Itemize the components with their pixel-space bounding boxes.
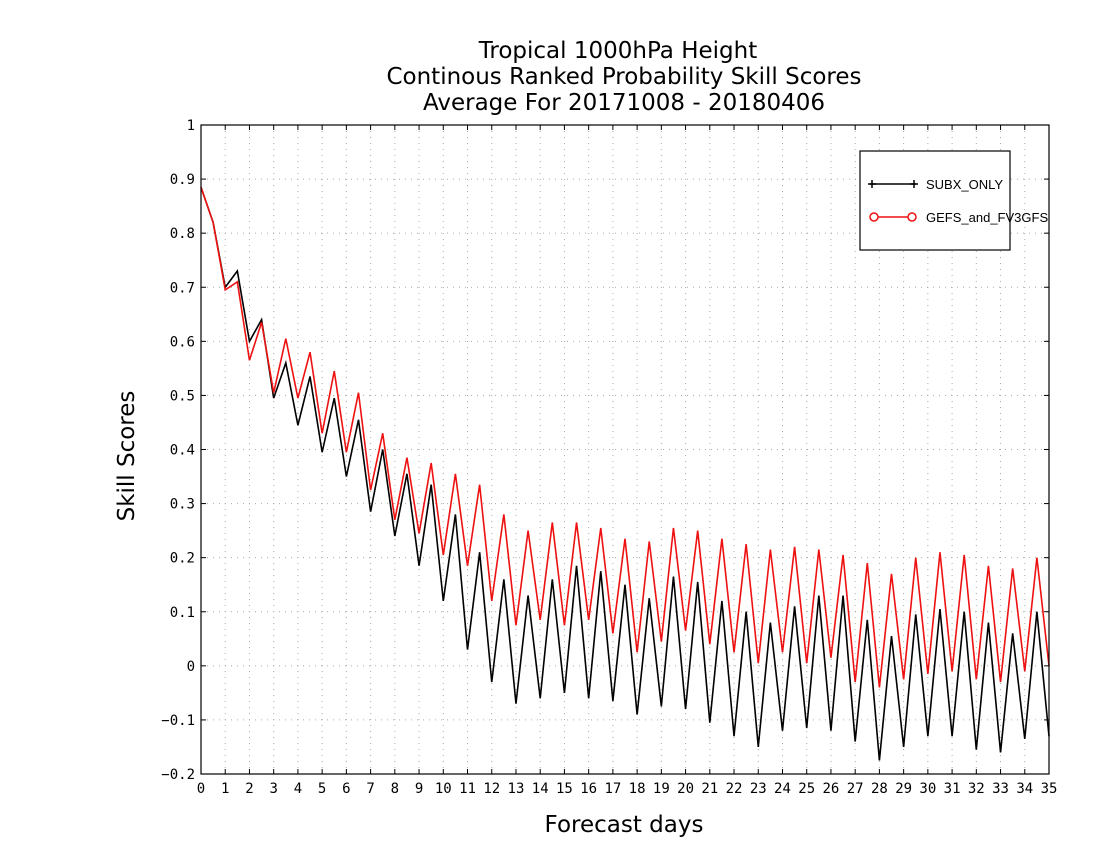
y-tick-label: 1: [187, 118, 195, 134]
y-tick-label: 0: [187, 659, 195, 675]
grid: [201, 125, 1049, 774]
legend-marker-subx: [868, 180, 918, 188]
x-tick-label: 29: [895, 781, 912, 797]
x-tick-label: 34: [1016, 781, 1033, 797]
series-layer: [200, 186, 1050, 761]
y-axis: −0.2 −0.1 0 0.1 0.2 0.3 0.4 0.5 0.6 0.7 0.8 0.9 1: [161, 118, 1049, 783]
x-tick-label: 18: [629, 781, 646, 797]
x-tick-label: 25: [798, 781, 815, 797]
x-tick-label: 33: [992, 781, 1009, 797]
x-tick-label: 27: [847, 781, 864, 797]
y-tick-label: 0.5: [170, 388, 195, 404]
title-line-1: Tropical 1000hPa Height: [478, 38, 758, 64]
x-tick-label: 20: [677, 781, 694, 797]
y-tick-label: 0.1: [170, 605, 195, 621]
x-axis: 0 1 2 3 4 5 6 7 8 9 10 11 12 13 14 15 16 17 18 19 20 21 22 23 24…: [197, 125, 1058, 797]
y-tick-label: 0.8: [170, 226, 195, 242]
x-tick-label: 32: [968, 781, 985, 797]
x-tick-label: 1: [221, 781, 229, 797]
y-tick-label: −0.2: [161, 767, 195, 783]
series-line-subx: [200, 186, 1050, 761]
x-tick-label: 10: [435, 781, 452, 797]
y-tick-label: 0.2: [170, 551, 195, 567]
x-tick-label: 5: [318, 781, 326, 797]
legend-marker-gefs-end: [907, 212, 917, 222]
title-line-2: Continous Ranked Probability Skill Score…: [386, 64, 861, 90]
x-tick-label: 6: [342, 781, 350, 797]
y-tick-label: 0.9: [170, 172, 195, 188]
chart-title: Tropical 1000hPa Height Continous Ranked…: [386, 38, 861, 116]
y-tick-label: 0.7: [170, 280, 195, 296]
x-tick-label: 14: [532, 781, 549, 797]
legend-marker-gefs: [869, 212, 879, 222]
x-tick-label: 23: [750, 781, 767, 797]
y-axis-label: Skill Scores: [114, 391, 140, 522]
y-tick-label: −0.1: [161, 713, 195, 729]
x-tick-label: 3: [269, 781, 277, 797]
legend-item-subx: SUBX_ONLY: [868, 177, 1003, 192]
x-tick-label: 35: [1041, 781, 1058, 797]
x-tick-label: 22: [726, 781, 743, 797]
y-tick-label: 0.6: [170, 334, 195, 350]
x-tick-label: 28: [871, 781, 888, 797]
legend-label-gefs: GEFS_and_FV3GFS: [926, 210, 1048, 225]
series-line-gefs: [200, 186, 1050, 688]
legend: SUBX_ONLY GEFS_and_FV3GFS: [859, 150, 1048, 251]
y-tick-label: 0.4: [170, 443, 195, 459]
x-tick-label: 24: [774, 781, 791, 797]
legend-box: [859, 150, 1011, 251]
x-tick-label: 30: [919, 781, 936, 797]
x-tick-label: 8: [391, 781, 399, 797]
x-tick-label: 13: [508, 781, 525, 797]
x-axis-label: Forecast days: [545, 812, 704, 838]
x-tick-label: 2: [245, 781, 253, 797]
x-tick-label: 12: [483, 781, 500, 797]
x-tick-label: 15: [556, 781, 573, 797]
y-tick-label: 0.3: [170, 497, 195, 513]
x-tick-label: 17: [604, 781, 621, 797]
title-line-3: Average For 20171008 - 20180406: [423, 90, 825, 116]
x-tick-label: 11: [459, 781, 476, 797]
legend-label-subx: SUBX_ONLY: [926, 177, 1003, 192]
x-tick-label: 7: [366, 781, 374, 797]
x-tick-label: 31: [944, 781, 961, 797]
x-tick-label: 16: [580, 781, 597, 797]
x-tick-label: 4: [294, 781, 302, 797]
x-tick-label: 0: [197, 781, 205, 797]
x-tick-label: 26: [823, 781, 840, 797]
x-tick-label: 19: [653, 781, 670, 797]
x-tick-label: 9: [415, 781, 423, 797]
x-tick-label: 21: [701, 781, 718, 797]
legend-item-gefs: GEFS_and_FV3GFS: [869, 210, 1048, 225]
